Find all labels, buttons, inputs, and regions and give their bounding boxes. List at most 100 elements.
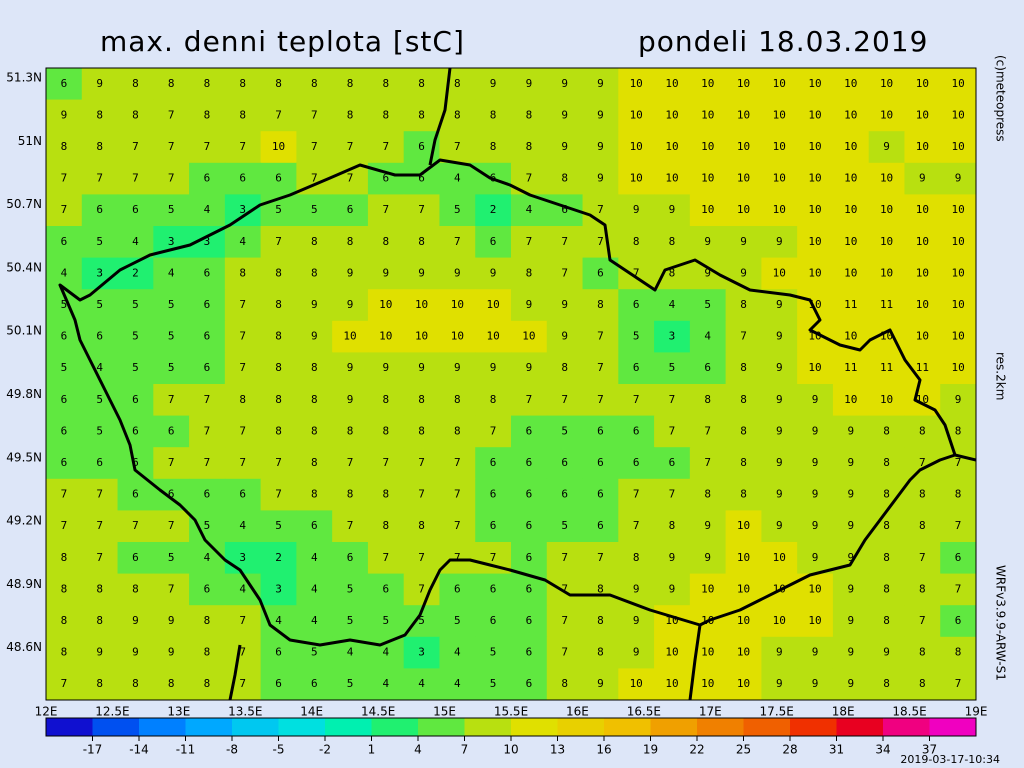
grid-value: 4 [454,646,461,659]
grid-cell [761,162,798,195]
grid-cell [189,573,226,606]
lat-label: 51N [18,134,42,148]
grid-cell [868,162,905,195]
grid-value: 10 [701,677,714,690]
grid-value: 8 [132,582,139,595]
grid-value: 7 [96,488,103,501]
grid-value: 10 [951,361,964,374]
grid-cell [439,668,476,700]
grid-value: 8 [418,393,425,406]
grid-cell [224,289,262,322]
grid-value: 10 [701,172,714,185]
grid-value: 10 [737,140,750,153]
grid-value: 4 [275,614,282,627]
grid-cell [403,99,440,132]
grid-cell [904,510,941,543]
grid-cell [189,447,226,480]
grid-value: 8 [239,266,246,279]
grid-value: 6 [597,519,604,532]
grid-cell [439,257,476,290]
grid-value: 10 [737,203,750,216]
grid-cell [296,257,333,290]
grid-value: 7 [311,172,318,185]
grid-value: 5 [132,361,139,374]
grid-cell [475,510,512,543]
grid-cell [832,131,870,164]
grid-value: 9 [955,393,962,406]
grid-value: 10 [880,77,893,90]
grid-cell [868,99,905,132]
grid-cell [618,320,655,353]
colorbar-label: -14 [129,743,149,757]
grid-value: 6 [132,551,139,564]
grid-cell [224,384,262,417]
grid-value: 6 [168,424,175,437]
resolution: res.2km [994,352,1008,400]
grid-cell [725,447,762,480]
grid-value: 7 [955,456,962,469]
grid-value: 7 [275,488,282,501]
grid-cell [689,478,727,511]
colorbar-segment [139,718,186,736]
grid-value: 6 [96,330,103,343]
grid-cell [117,478,154,511]
grid-cell [582,162,619,195]
grid-value: 5 [561,424,568,437]
grid-value: 5 [96,235,103,248]
grid-value: 10 [844,140,857,153]
grid-value: 7 [239,646,246,659]
grid-value: 8 [454,393,461,406]
grid-value: 9 [311,298,318,311]
grid-cell [475,352,512,385]
grid-cell [153,478,190,511]
lon-label: 12.5E [95,705,129,719]
grid-value: 6 [132,393,139,406]
grid-cell [511,447,548,480]
lat-label: 50.1N [6,324,42,338]
grid-cell [761,668,798,700]
grid-cell [511,257,548,290]
grid-cell [189,542,226,575]
lon-label: 18.5E [892,705,926,719]
grid-cell [868,542,905,575]
grid-value: 9 [526,77,533,90]
grid-value: 6 [490,488,497,501]
grid-cell [940,447,976,480]
grid-cell [475,320,512,353]
grid-value: 4 [311,551,318,564]
grid-cell [153,573,190,606]
grid-value: 4 [382,646,389,659]
grid-cell [582,636,619,669]
grid-cell [725,320,762,353]
grid-cell [904,668,941,700]
grid-value: 9 [776,646,783,659]
grid-value: 5 [275,203,282,216]
grid-value: 10 [737,582,750,595]
grid-value: 9 [847,646,854,659]
grid-value: 6 [704,361,711,374]
grid-value: 6 [526,646,533,659]
grid-cell [725,415,762,448]
grid-value: 10 [951,203,964,216]
grid-value: 9 [847,519,854,532]
grid-cell [332,99,369,132]
grid-cell [332,447,369,480]
grid-value: 8 [454,424,461,437]
colorbar-segment [790,718,837,736]
grid-cell [940,636,976,669]
lon-label: 14.5E [361,705,395,719]
grid-value: 10 [916,108,929,121]
grid-value: 9 [597,140,604,153]
grid-value: 9 [847,677,854,690]
grid-value: 9 [847,582,854,595]
grid-cell [725,257,762,290]
grid-value: 9 [168,614,175,627]
grid-value: 3 [239,551,246,564]
grid-cell [117,668,154,700]
grid-cell [439,226,476,259]
grid-value: 5 [96,298,103,311]
grid-value: 8 [132,677,139,690]
grid-cell [224,194,262,227]
grid-value: 9 [812,456,819,469]
grid-cell [117,636,154,669]
